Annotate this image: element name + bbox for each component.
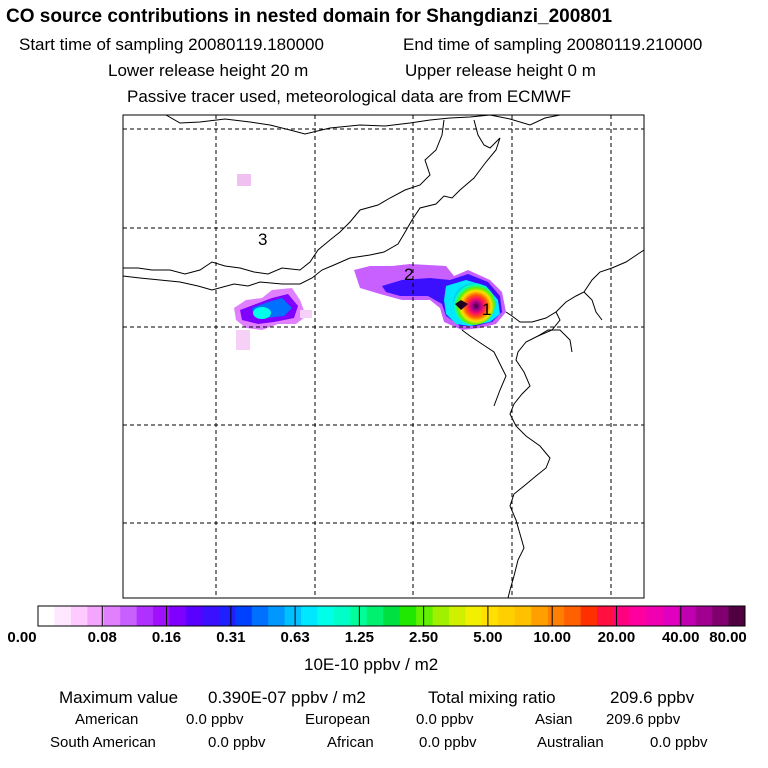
- colorbar-segment: [712, 606, 730, 626]
- tracer-note: Passive tracer used, meteorological data…: [127, 87, 572, 106]
- colorbar-tick-label: 0.63: [280, 629, 310, 646]
- colorbar-segment: [416, 606, 434, 626]
- colorbar-frame: [37, 605, 746, 627]
- colorbar-segment: [564, 606, 582, 626]
- plot-title: CO source contributions in nested domain…: [6, 6, 613, 27]
- colorbar-tick-label: 5.00: [473, 629, 503, 646]
- end-time-label: End time of sampling 20080119.210000: [403, 35, 703, 54]
- colorbar-tick-label: 2.50: [409, 629, 439, 646]
- colorbar-segment: [514, 606, 532, 626]
- colorbar-tick-label: 0.00: [7, 629, 37, 646]
- colorbar-segment: [317, 606, 335, 626]
- colorbar-segment: [284, 606, 302, 626]
- colorbar-tick-label: 0.08: [87, 629, 117, 646]
- colorbar-tick-label: 40.00: [661, 629, 700, 646]
- region-european-name: European: [305, 711, 371, 728]
- total-mixing-value: 209.6 ppbv: [610, 688, 695, 707]
- colorbar-segment: [120, 606, 138, 626]
- colorbar: [37, 605, 746, 627]
- colorbar-tick-label: 0.31: [216, 629, 246, 646]
- lower-release-label: Lower release height 20 m: [108, 61, 309, 80]
- colorbar-segment: [103, 606, 121, 626]
- colorbar-segment: [185, 606, 203, 626]
- colorbar-segment: [580, 606, 598, 626]
- colorbar-segment: [333, 606, 351, 626]
- colorbar-segment: [399, 606, 417, 626]
- plume-central: [354, 264, 506, 330]
- total-mixing-label: Total mixing ratio: [428, 688, 556, 707]
- start-time-label: Start time of sampling 20080119.180000: [19, 35, 324, 54]
- colorbar-tick-label: 20.00: [597, 629, 636, 646]
- colorbar-segment: [498, 606, 516, 626]
- region-label-1: 1: [482, 300, 491, 319]
- colorbar-tick-label: 1.25: [344, 629, 374, 646]
- colorbar-unit: 10E-10 ppbv / m2: [304, 655, 439, 674]
- colorbar-segment: [432, 606, 450, 626]
- colorbar-segment: [449, 606, 466, 626]
- max-value: 0.390E-07 ppbv / m2: [208, 688, 366, 707]
- colorbar-segment: [268, 606, 286, 626]
- colorbar-segment: [629, 606, 647, 626]
- region-south-american-name: South American: [50, 734, 156, 751]
- colorbar-segment: [679, 606, 697, 626]
- colorbar-segment: [218, 606, 236, 626]
- region-asian-value: 209.6 ppbv: [606, 711, 681, 728]
- colorbar-segment: [695, 606, 713, 626]
- colorbar-segment: [383, 606, 401, 626]
- colorbar-segment: [169, 606, 187, 626]
- colorbar-segment: [54, 606, 72, 626]
- colorbar-segment: [153, 606, 171, 626]
- region-label-3: 3: [258, 230, 267, 249]
- colorbar-tick-label: 10.00: [533, 629, 571, 646]
- colorbar-segment: [613, 606, 631, 626]
- region-label-2: 2: [404, 265, 413, 284]
- map-frame: [122, 114, 645, 599]
- colorbar-segment: [202, 606, 220, 626]
- colorbar-segment: [646, 606, 664, 626]
- region-asian-name: Asian: [535, 711, 573, 728]
- region-african-value: 0.0 ppbv: [419, 734, 477, 751]
- region-african-name: African: [327, 734, 374, 751]
- region-australian-name: Australian: [537, 734, 604, 751]
- colorbar-segment: [70, 606, 88, 626]
- region-south-american-value: 0.0 ppbv: [208, 734, 266, 751]
- colorbar-segment: [301, 606, 319, 626]
- colorbar-segment: [136, 606, 154, 626]
- colorbar-segment: [662, 606, 680, 626]
- colorbar-tick-label: 80.00: [709, 629, 747, 646]
- region-australian-value: 0.0 ppbv: [650, 734, 708, 751]
- colorbar-segment: [38, 606, 55, 626]
- colorbar-segment: [366, 606, 384, 626]
- colorbar-segment: [728, 606, 746, 626]
- colorbar-segment: [235, 606, 253, 626]
- grid-lines: [123, 115, 644, 598]
- colorbar-segment: [251, 606, 269, 626]
- colorbar-segment: [481, 606, 499, 626]
- colorbar-tick-label: 0.16: [151, 629, 182, 646]
- max-value-label: Maximum value: [59, 688, 179, 707]
- colorbar-segment: [547, 606, 565, 626]
- region-american-name: American: [75, 711, 139, 728]
- colorbar-segment: [87, 606, 105, 626]
- colorbar-segment: [465, 606, 483, 626]
- plume-west: [234, 174, 312, 350]
- region-european-value: 0.0 ppbv: [416, 711, 474, 728]
- region-american-value: 0.0 ppbv: [186, 711, 244, 728]
- colorbar-segment: [531, 606, 549, 626]
- upper-release-label: Upper release height 0 m: [405, 61, 596, 80]
- colorbar-segment: [597, 606, 614, 626]
- coastline: [123, 115, 644, 598]
